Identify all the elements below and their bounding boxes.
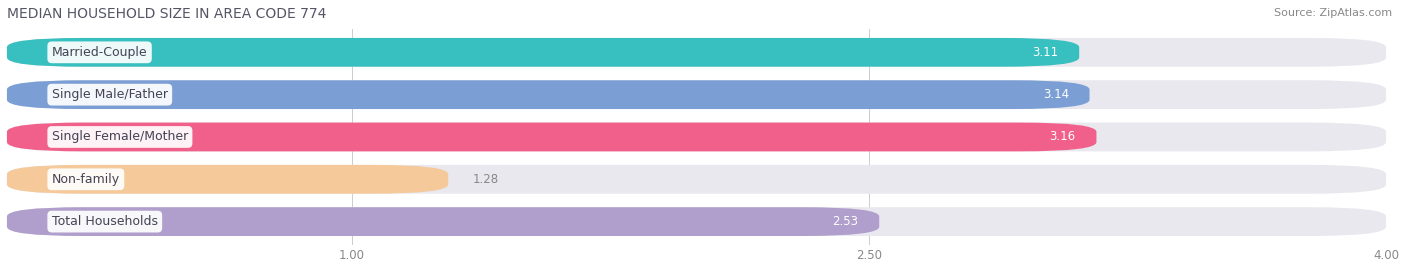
FancyBboxPatch shape bbox=[7, 123, 1386, 151]
FancyBboxPatch shape bbox=[7, 80, 1386, 109]
Text: Married-Couple: Married-Couple bbox=[52, 46, 148, 59]
FancyBboxPatch shape bbox=[7, 80, 1090, 109]
Text: Source: ZipAtlas.com: Source: ZipAtlas.com bbox=[1274, 8, 1392, 18]
Text: Single Male/Father: Single Male/Father bbox=[52, 88, 167, 101]
FancyBboxPatch shape bbox=[7, 165, 1386, 194]
Text: MEDIAN HOUSEHOLD SIZE IN AREA CODE 774: MEDIAN HOUSEHOLD SIZE IN AREA CODE 774 bbox=[7, 7, 326, 21]
Text: 3.16: 3.16 bbox=[1050, 130, 1076, 143]
FancyBboxPatch shape bbox=[7, 207, 1386, 236]
Text: 1.28: 1.28 bbox=[472, 173, 499, 186]
Text: Non-family: Non-family bbox=[52, 173, 120, 186]
Text: 3.14: 3.14 bbox=[1043, 88, 1069, 101]
FancyBboxPatch shape bbox=[7, 123, 1097, 151]
Text: 2.53: 2.53 bbox=[832, 215, 859, 228]
Text: Total Households: Total Households bbox=[52, 215, 157, 228]
FancyBboxPatch shape bbox=[7, 207, 879, 236]
Text: 3.11: 3.11 bbox=[1032, 46, 1059, 59]
FancyBboxPatch shape bbox=[7, 38, 1080, 67]
FancyBboxPatch shape bbox=[7, 38, 1386, 67]
Text: Single Female/Mother: Single Female/Mother bbox=[52, 130, 188, 143]
FancyBboxPatch shape bbox=[7, 165, 449, 194]
